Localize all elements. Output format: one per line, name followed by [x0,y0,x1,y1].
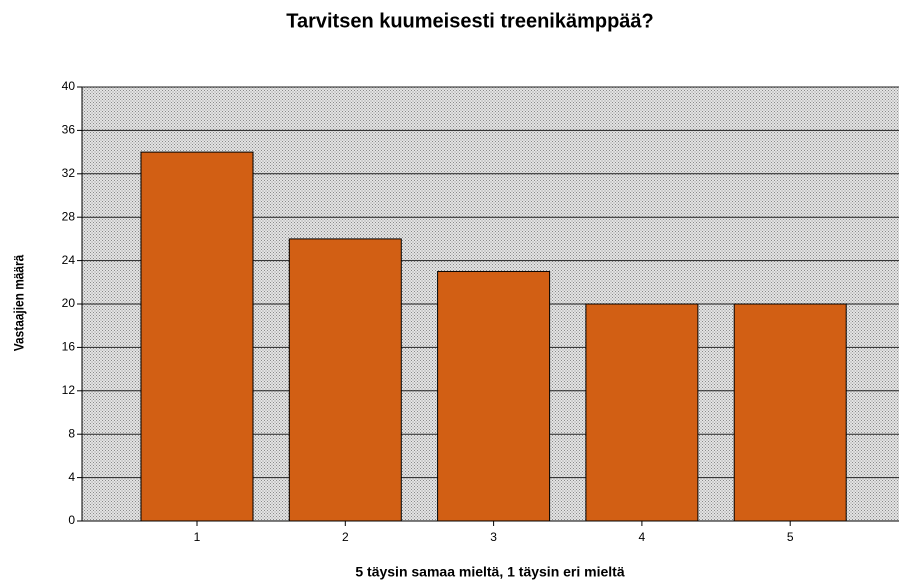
y-tick-label: 32 [62,166,76,180]
chart-title: Tarvitsen kuumeisesti treenikämppää? [286,10,654,32]
x-tick-label: 1 [194,530,201,544]
y-tick-label: 8 [68,426,75,440]
y-tick-label: 0 [68,513,75,527]
y-tick-label: 24 [62,253,76,267]
x-axis-title: 5 täysin samaa mieltä, 1 täysin eri miel… [355,564,624,580]
y-tick-label: 36 [62,123,76,137]
y-tick-label: 28 [62,209,76,223]
y-axis-title: Vastaajien määrä [11,254,27,351]
y-tick-label: 12 [62,383,76,397]
bar [140,151,254,522]
x-tick-label: 5 [787,530,794,544]
x-tick-label: 4 [639,530,646,544]
bar [437,270,551,522]
y-tick-label: 40 [62,79,76,93]
bar [288,238,402,522]
y-tick-label: 16 [62,340,76,354]
bar [733,303,847,522]
bar [585,303,699,522]
y-tick-label: 20 [62,296,76,310]
x-tick-label: 2 [342,530,349,544]
x-tick-label: 3 [490,530,497,544]
y-tick-label: 4 [68,470,75,484]
